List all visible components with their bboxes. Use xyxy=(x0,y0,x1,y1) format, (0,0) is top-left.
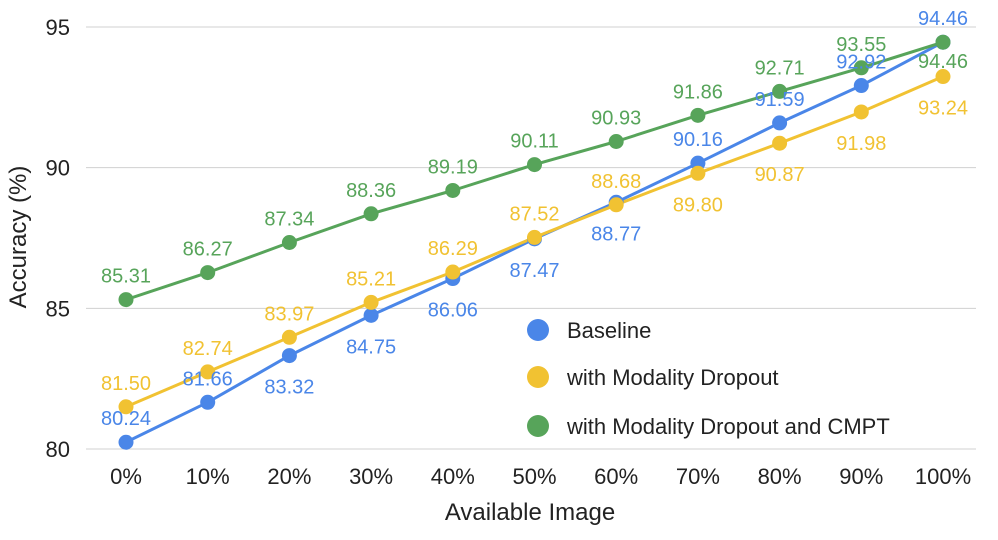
data-point xyxy=(200,364,216,380)
x-tick-label: 20% xyxy=(267,464,311,489)
data-point xyxy=(363,294,379,310)
data-point xyxy=(527,157,542,173)
data-point xyxy=(363,307,379,323)
data-point xyxy=(608,134,624,150)
data-label: 93.24 xyxy=(918,98,968,120)
legend-swatch xyxy=(527,415,549,437)
data-label: 82.74 xyxy=(183,338,233,360)
data-label: 88.36 xyxy=(346,180,396,202)
data-label: 90.16 xyxy=(673,129,723,151)
series-points xyxy=(118,34,951,450)
data-label: 86.27 xyxy=(183,239,233,261)
data-point xyxy=(445,182,461,198)
data-label: 92.71 xyxy=(755,57,805,79)
data-label: 84.75 xyxy=(346,336,396,358)
data-label: 93.55 xyxy=(836,34,886,56)
data-point xyxy=(118,292,134,308)
data-label: 86.06 xyxy=(428,300,478,322)
legend-swatch xyxy=(527,366,549,388)
x-tick-label: 30% xyxy=(349,464,393,489)
data-point xyxy=(445,264,461,280)
data-point xyxy=(281,235,297,251)
y-tick-label: 90 xyxy=(46,156,70,181)
data-label: 88.77 xyxy=(591,223,641,245)
x-tick-label: 100% xyxy=(915,464,971,489)
data-point xyxy=(853,104,869,120)
data-label: 94.46 xyxy=(918,51,968,73)
y-tick-label: 95 xyxy=(46,15,70,40)
data-point xyxy=(853,60,869,76)
data-point xyxy=(527,229,542,245)
x-tick-label: 80% xyxy=(758,464,802,489)
data-label: 85.31 xyxy=(101,266,151,288)
data-label: 88.68 xyxy=(591,171,641,193)
data-point xyxy=(935,34,951,50)
data-point xyxy=(853,78,869,94)
data-label: 81.66 xyxy=(183,368,233,390)
data-label: 83.97 xyxy=(264,303,314,325)
x-axis-title: Available Image xyxy=(445,499,615,526)
data-label: 80.24 xyxy=(101,408,151,430)
data-label: 85.21 xyxy=(346,268,396,290)
data-point xyxy=(772,135,788,151)
data-label: 86.29 xyxy=(428,238,478,260)
data-point xyxy=(200,265,216,281)
data-label: 87.52 xyxy=(509,203,559,225)
legend: Baseline with Modality Dropout with Modali… xyxy=(527,318,890,439)
y-tick-label: 85 xyxy=(46,296,70,321)
data-label: 90.93 xyxy=(591,108,641,130)
x-axis-ticks: 0% 10% 20% 30% 40% 50% 60% 70% 80% 90% 100% xyxy=(110,464,971,489)
x-tick-label: 60% xyxy=(594,464,638,489)
data-label: 90.87 xyxy=(755,164,805,186)
data-point xyxy=(772,83,788,99)
data-label: 81.50 xyxy=(101,373,151,395)
data-label: 83.32 xyxy=(264,377,314,399)
data-label: 90.11 xyxy=(510,131,559,153)
data-label: 87.47 xyxy=(509,260,559,282)
data-label: 92.92 xyxy=(836,52,886,74)
data-label: 89.19 xyxy=(428,156,478,178)
data-point xyxy=(118,399,134,415)
x-tick-label: 10% xyxy=(186,464,230,489)
data-point xyxy=(608,197,624,213)
y-axis-ticks: 80 85 90 95 xyxy=(46,15,70,462)
data-point xyxy=(281,348,297,364)
legend-label: with Modality Dropout xyxy=(566,365,779,390)
data-point xyxy=(281,329,297,345)
data-point xyxy=(690,107,706,123)
y-tick-label: 80 xyxy=(46,437,70,462)
legend-label: with Modality Dropout and CMPT xyxy=(566,414,890,439)
x-tick-label: 40% xyxy=(431,464,475,489)
data-label: 87.34 xyxy=(264,209,314,231)
x-tick-label: 0% xyxy=(110,464,142,489)
legend-swatch xyxy=(527,319,549,341)
data-label: 91.86 xyxy=(673,81,723,103)
data-point xyxy=(118,434,134,450)
data-label: 89.80 xyxy=(673,194,723,216)
x-tick-label: 90% xyxy=(839,464,883,489)
data-labels: 80.24 81.66 83.32 84.75 86.06 87.47 88.77 90.16… xyxy=(101,8,968,430)
data-label: 91.59 xyxy=(755,89,805,111)
data-point xyxy=(363,206,379,222)
legend-label: Baseline xyxy=(567,318,651,343)
data-label: 91.98 xyxy=(836,133,886,155)
y-axis-title: Accuracy (%) xyxy=(5,166,32,309)
data-point xyxy=(772,115,788,131)
data-point xyxy=(935,69,951,85)
x-tick-label: 70% xyxy=(676,464,720,489)
x-tick-label: 50% xyxy=(512,464,556,489)
data-point xyxy=(200,394,216,410)
data-point xyxy=(690,165,706,181)
data-label: 94.46 xyxy=(918,8,968,30)
